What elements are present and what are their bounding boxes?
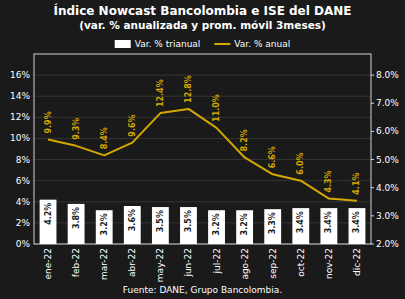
y2-tick-label: 3.0% bbox=[376, 211, 399, 221]
x-tick-label: ene-22 bbox=[43, 248, 53, 279]
background bbox=[0, 0, 405, 299]
legend-label: Var. % trianual bbox=[135, 39, 201, 49]
line-label: 9.3% bbox=[72, 118, 81, 140]
y2-tick bbox=[371, 75, 374, 76]
line-label: 4.3% bbox=[324, 170, 333, 192]
y2-tick bbox=[371, 244, 374, 245]
grid-line bbox=[34, 75, 371, 76]
bar-label: 3.4% bbox=[352, 211, 361, 233]
line-label: 11.0% bbox=[212, 94, 221, 122]
y2-tick-label: 5.0% bbox=[376, 155, 399, 165]
line-label: 9.9% bbox=[44, 111, 53, 133]
legend-label: Var. % anual bbox=[234, 39, 290, 49]
y-tick-label: 2% bbox=[16, 218, 31, 228]
bar-label: 3.3% bbox=[268, 212, 277, 234]
line-label: 6.6% bbox=[268, 146, 277, 168]
bar bbox=[96, 210, 113, 244]
y2-tick-label: 8.0% bbox=[376, 70, 399, 80]
y-tick-label: 6% bbox=[16, 176, 31, 186]
legend-swatch bbox=[214, 43, 230, 45]
y2-tick bbox=[371, 215, 374, 216]
x-tick-label: mar-22 bbox=[99, 248, 109, 280]
line-label: 12.8% bbox=[184, 75, 193, 103]
footnote: Fuente: DANE, Grupo Bancolombia. bbox=[123, 285, 282, 295]
bar-label: 3.6% bbox=[128, 209, 137, 231]
marks bbox=[40, 109, 366, 244]
y-tick-label: 12% bbox=[10, 112, 30, 122]
y-tick-label: 0% bbox=[16, 239, 31, 249]
x-tick-label: sep-22 bbox=[268, 248, 278, 279]
bar bbox=[208, 210, 225, 244]
bar-label: 3.2% bbox=[100, 213, 109, 235]
x-tick-label: dic-22 bbox=[352, 248, 362, 276]
bar-label: 3.5% bbox=[184, 210, 193, 232]
data-labels: 4.2% 3.8% 3.2% 3.6% 3.5% 3.5% 3.2% 3.2% 3.3% 3.4%… bbox=[44, 75, 362, 235]
bar bbox=[40, 200, 57, 244]
bar-label: 3.4% bbox=[324, 211, 333, 233]
y2-tick-label: 4.0% bbox=[376, 183, 399, 193]
y-tick-label: 10% bbox=[10, 133, 30, 143]
subtitle: (var. % anualizada y prom. móvil 3meses) bbox=[79, 19, 326, 31]
y2-tick bbox=[371, 103, 374, 104]
bar bbox=[68, 204, 85, 244]
bar bbox=[292, 208, 309, 244]
chart: Índice Nowcast Bancolombia e ISE del DAN… bbox=[0, 0, 405, 299]
y-tick-label: 14% bbox=[10, 91, 30, 101]
line-label: 6.0% bbox=[296, 152, 305, 174]
bar-label: 3.2% bbox=[212, 213, 221, 235]
y-tick-label: 16% bbox=[10, 70, 30, 80]
x-tick-label: feb-22 bbox=[71, 248, 81, 277]
bar bbox=[320, 208, 337, 244]
bar bbox=[236, 210, 253, 244]
y-tick-label: 4% bbox=[16, 197, 31, 207]
grid-line bbox=[34, 159, 371, 160]
line-label: 8.2% bbox=[240, 129, 249, 151]
x-tick-label: may-22 bbox=[155, 248, 165, 282]
legend: Var. % trianual Var. % anual bbox=[115, 39, 291, 49]
y2-tick bbox=[371, 187, 374, 188]
y2-tick bbox=[371, 131, 374, 132]
y-tick-label: 8% bbox=[16, 155, 31, 165]
line-label: 4.1% bbox=[352, 173, 361, 195]
line-label: 8.4% bbox=[100, 127, 109, 149]
x-tick-label: ago-22 bbox=[240, 248, 250, 280]
y2-tick-label: 2.0% bbox=[376, 239, 399, 249]
x-tick-label: abr-22 bbox=[127, 248, 137, 277]
bar-label: 3.8% bbox=[72, 207, 81, 229]
x-tick-label: oct-22 bbox=[296, 248, 306, 277]
bar-label: 4.2% bbox=[44, 203, 53, 225]
bar-label: 3.5% bbox=[156, 210, 165, 232]
y2-tick bbox=[371, 159, 374, 160]
bar bbox=[152, 207, 169, 244]
y2-tick-label: 6.0% bbox=[376, 126, 399, 136]
grid-line bbox=[34, 180, 371, 181]
bar bbox=[349, 208, 366, 244]
legend-swatch bbox=[115, 40, 131, 48]
grid-line bbox=[34, 138, 371, 139]
line-label: 9.6% bbox=[128, 114, 137, 136]
plot-frame bbox=[34, 54, 371, 244]
y2-tick-label: 7.0% bbox=[376, 98, 399, 108]
grid-line bbox=[34, 201, 371, 202]
title: Índice Nowcast Bancolombia e ISE del DAN… bbox=[53, 3, 351, 18]
bar bbox=[264, 209, 281, 244]
bar-label: 3.4% bbox=[296, 211, 305, 233]
grid-line bbox=[34, 96, 371, 97]
x-tick-label: jul-22 bbox=[212, 248, 222, 274]
x-tick-label: nov-22 bbox=[324, 248, 334, 279]
x-tick-label: jun-22 bbox=[183, 248, 193, 278]
bar-label: 3.2% bbox=[240, 213, 249, 235]
line-label: 12.4% bbox=[156, 79, 165, 107]
line bbox=[48, 109, 357, 201]
bar bbox=[180, 207, 197, 244]
bar bbox=[124, 206, 141, 244]
